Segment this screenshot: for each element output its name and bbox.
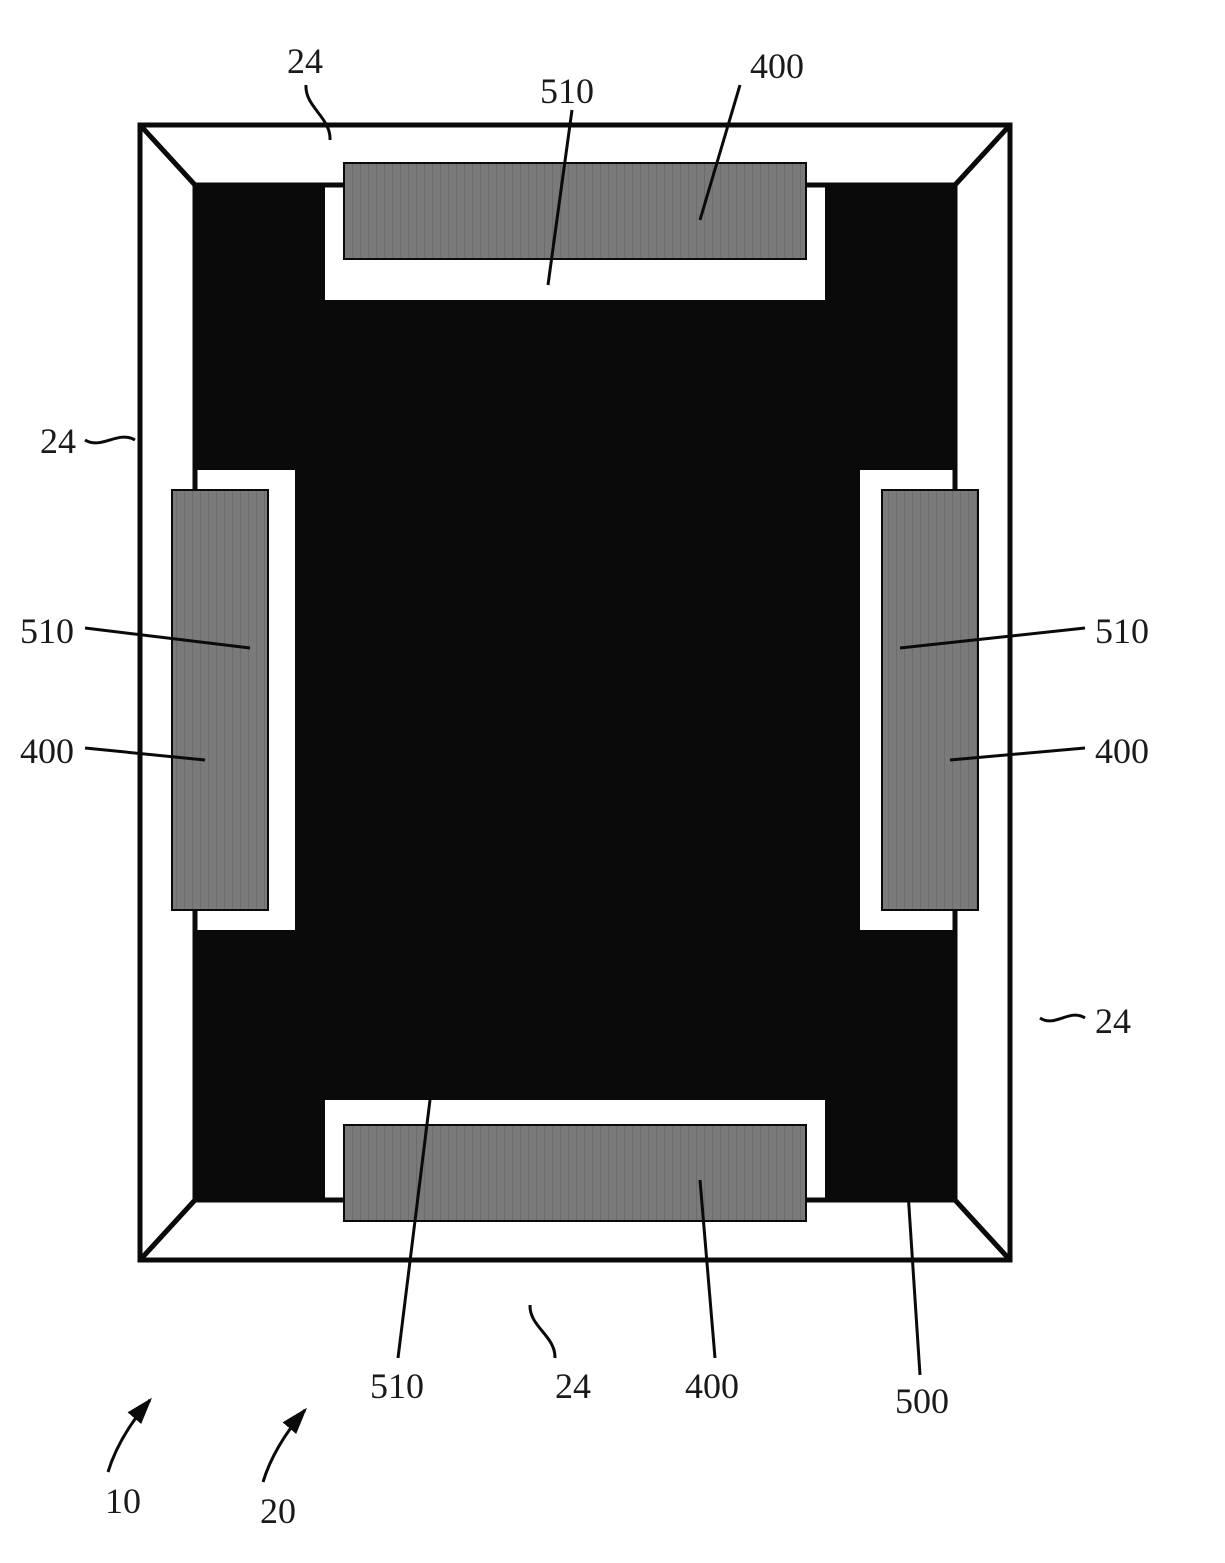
lbl-400-left: 400 [20, 730, 74, 772]
lbl-24-top: 24 [287, 40, 323, 82]
ldr-20 [263, 1410, 305, 1482]
black-region-group [195, 185, 955, 1200]
frame-diagonal-2 [140, 1200, 195, 1260]
lbl-24-bottom: 24 [555, 1365, 591, 1407]
ldr-10 [108, 1400, 150, 1472]
ldr-24-top [306, 85, 330, 140]
lbl-10: 10 [105, 1480, 141, 1522]
lbl-510-top: 510 [540, 70, 594, 112]
lbl-400-right: 400 [1095, 730, 1149, 772]
frame-diagonal-3 [955, 1200, 1010, 1260]
black-region [195, 185, 955, 1200]
diagram-stage: 24 510 400 24 510 400 510 400 24 510 24 400 500 10 20 [0, 0, 1225, 1563]
lbl-500-bottom: 500 [895, 1380, 949, 1422]
diagram-svg [0, 0, 1225, 1563]
bar-bottom [344, 1125, 806, 1221]
frame-diagonal-1 [955, 125, 1010, 185]
frame-diagonal-0 [140, 125, 195, 185]
lbl-510-right: 510 [1095, 610, 1149, 652]
ldr-24-left [85, 437, 135, 443]
lbl-510-left: 510 [20, 610, 74, 652]
ldr-24-right [1040, 1015, 1085, 1021]
lbl-400-top: 400 [750, 45, 804, 87]
lbl-400-bottom: 400 [685, 1365, 739, 1407]
lbl-20: 20 [260, 1490, 296, 1532]
lbl-510-bottom: 510 [370, 1365, 424, 1407]
bar-left [172, 490, 268, 910]
lbl-24-left: 24 [40, 420, 76, 462]
lbl-24-right: 24 [1095, 1000, 1131, 1042]
bar-right [882, 490, 978, 910]
ldr-24-bottom [530, 1305, 555, 1358]
bar-top [344, 163, 806, 259]
